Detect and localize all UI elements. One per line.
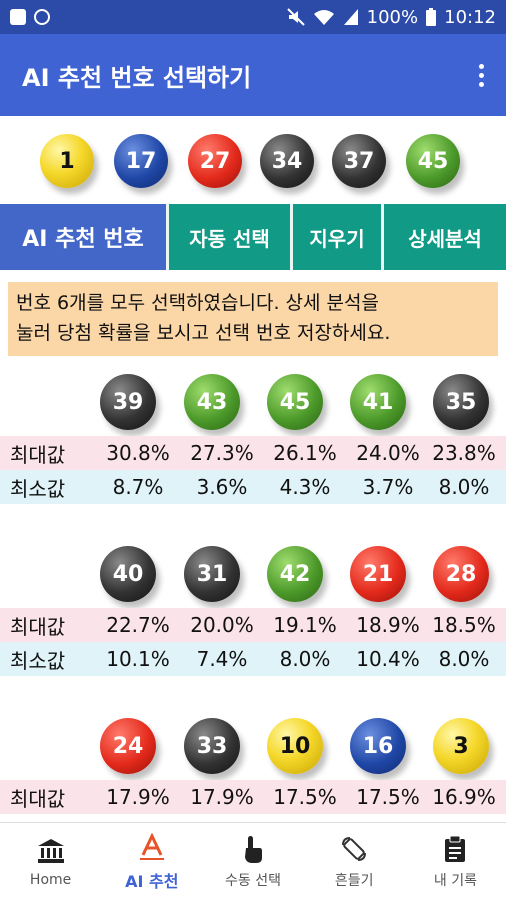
touch-hand-icon [238,834,268,864]
nav-manual-select[interactable]: 수동 선택 [202,823,303,900]
lotto-ball[interactable]: 28 [433,546,489,602]
clipboard-icon [440,834,470,864]
detail-analysis-button[interactable]: 상세분석 [381,204,506,270]
lotto-ball: 17 [114,134,168,188]
max-value: 20.0% [190,613,254,637]
min-label: 최소값 [10,476,66,501]
lotto-ball[interactable]: 24 [100,718,156,774]
max-value: 30.8% [106,441,170,465]
max-value: 17.9% [190,785,254,809]
lotto-ball[interactable]: 35 [433,374,489,430]
bank-icon [36,836,66,866]
min-value: 8.0% [279,647,331,671]
max-row: 최대값 17.9% 17.9% 17.5% 17.5% 16.9% [0,780,506,814]
nav-label: 수동 선택 [225,872,281,889]
lotto-ball[interactable]: 43 [184,374,240,430]
lotto-ball[interactable]: 16 [350,718,406,774]
clock: 10:12 [444,6,496,28]
wifi-icon [313,10,334,25]
recommend-group: 24 33 10 16 3 최대값 17.9% 17.9% 17.5% 17.5… [0,712,506,814]
tab-bar: AI 추천 번호 자동 선택 지우기 상세분석 [0,204,506,270]
lotto-ball[interactable]: 33 [184,718,240,774]
lotto-ball[interactable]: 39 [100,374,156,430]
app-notification-icon [34,9,50,25]
max-label: 최대값 [10,614,66,639]
lotto-ball: 45 [406,134,460,188]
lotto-ball[interactable]: 40 [100,546,156,602]
nav-label: Home [29,871,72,888]
max-value: 17.5% [273,785,337,809]
nav-my-records[interactable]: 내 기록 [405,823,506,900]
lotto-ball: 34 [260,134,314,188]
auto-select-button[interactable]: 자동 선택 [166,204,290,270]
min-value: 8.7% [112,475,164,499]
max-row: 최대값 22.7% 20.0% 19.1% 18.9% 18.5% [0,608,506,642]
notice-line: 눌러 당첨 확률을 보시고 선택 번호 저장하세요. [16,322,391,344]
nav-label: AI 추천 [125,871,179,891]
signal-icon [343,9,358,25]
page-title: AI 추천 번호 선택하기 [22,63,252,92]
notice-line: 번호 6개를 모두 선택하였습니다. 상세 분석을 [16,292,379,314]
lotto-ball[interactable]: 21 [350,546,406,602]
app-bar: AI 추천 번호 선택하기 [0,34,506,116]
tab-ai-recommend[interactable]: AI 추천 번호 [0,204,166,270]
lotto-ball[interactable]: 41 [350,374,406,430]
battery-percent: 100% [366,6,419,28]
nav-shake[interactable]: 흔들기 [304,823,405,900]
max-label: 최대값 [10,786,66,811]
nav-label: 흔들기 [334,872,374,889]
max-value: 19.1% [273,613,337,637]
max-value: 22.7% [106,613,170,637]
recommend-group: 40 31 42 21 28 최대값 22.7% 20.0% 19.1% 18.… [0,540,506,676]
min-label: 최소값 [10,648,66,673]
lotto-ball: 1 [40,134,94,188]
max-row: 최대값 30.8% 27.3% 26.1% 24.0% 23.8% [0,436,506,470]
bottom-navigation: Home AI 추천 수동 선택 흔들기 내 기록 [0,822,506,900]
lotto-ball[interactable]: 42 [267,546,323,602]
min-value: 10.1% [106,647,170,671]
drawn-numbers: 1 17 27 34 37 45 [0,120,506,200]
min-value: 8.0% [438,647,490,671]
notification-icon [10,9,26,25]
lotto-ball[interactable]: 31 [184,546,240,602]
min-value: 8.0% [438,475,490,499]
max-value: 26.1% [273,441,337,465]
nav-home[interactable]: Home [0,823,101,900]
max-value: 23.8% [432,441,496,465]
max-label: 최대값 [10,442,66,467]
max-value: 17.5% [356,785,420,809]
min-value: 7.4% [196,647,248,671]
min-value: 3.7% [362,475,414,499]
clear-button[interactable]: 지우기 [290,204,381,270]
max-value: 17.9% [106,785,170,809]
max-value: 27.3% [190,441,254,465]
min-value: 4.3% [279,475,331,499]
min-value: 3.6% [196,475,248,499]
status-bar: 100% 10:12 [0,0,506,34]
lotto-ball[interactable]: 3 [433,718,489,774]
mute-icon [286,8,305,26]
max-value: 18.5% [432,613,496,637]
nav-label: 내 기록 [433,872,477,889]
min-value: 10.4% [356,647,420,671]
nav-ai-recommend[interactable]: AI 추천 [101,823,202,900]
max-value: 24.0% [356,441,420,465]
lotto-ball[interactable]: 45 [267,374,323,430]
recommend-group: 39 43 45 41 35 최대값 30.8% 27.3% 26.1% 24.… [0,368,506,504]
letter-a-icon [137,832,167,862]
notice-message: 번호 6개를 모두 선택하였습니다. 상세 분석을 눌러 당첨 확률을 보시고 … [8,282,498,356]
max-value: 16.9% [432,785,496,809]
battery-icon [426,8,437,26]
lotto-ball[interactable]: 10 [267,718,323,774]
overflow-menu-icon[interactable] [479,63,484,87]
min-row: 최소값 10.1% 7.4% 8.0% 10.4% 8.0% [0,642,506,676]
max-value: 18.9% [356,613,420,637]
lotto-ball: 37 [332,134,386,188]
min-row: 최소값 8.7% 3.6% 4.3% 3.7% 8.0% [0,470,506,504]
rotate-phone-icon [339,834,369,864]
lotto-ball: 27 [188,134,242,188]
